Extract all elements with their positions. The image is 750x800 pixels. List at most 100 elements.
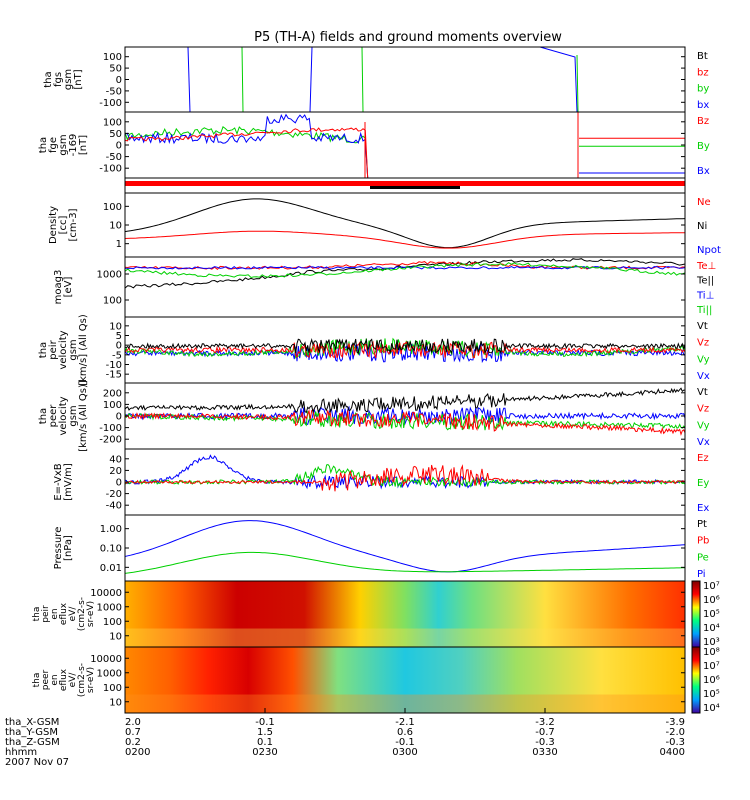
peer_velocity-vz-line — [124, 409, 686, 436]
peer_velocity-legend-vy: Vy — [697, 420, 710, 431]
peir_velocity-vz-line — [124, 340, 686, 359]
axis-row-value: -2.0 — [665, 727, 685, 738]
pressure-legend-pi: Pi — [697, 569, 706, 580]
temperature-legend-te: Te⊥ — [696, 261, 716, 272]
density-ylabel-line: Density — [48, 206, 59, 244]
axis-row-value: 0.6 — [397, 727, 413, 738]
pressure-ytick-label: 0.10 — [100, 544, 122, 555]
peir_velocity-ytick-label: -15 — [106, 370, 122, 381]
peer_velocity-ytick-label: 200 — [103, 388, 122, 399]
temperature-ytick-label: 100 — [103, 296, 122, 307]
peer_spectrogram-ylabel-line: eV/ — [68, 672, 78, 688]
peir_spectrogram-ylabel-line: eflux — [59, 602, 69, 625]
fge-legend-bz: Bz — [697, 116, 709, 127]
panel-pressure: 1.00 0.10 0.01 Pressure [nPa] Pt Pb Pe Pi — [53, 514, 709, 582]
peer_spectrogram-colorbar-label: 10⁸ — [703, 647, 720, 658]
peir_spectrogram-ylabel-line: sr-eV) — [86, 601, 96, 627]
temperature-legend-te: Te|| — [696, 276, 714, 287]
peir_spectrogram-low-energy-band — [125, 628, 685, 647]
fgs-frame — [124, 46, 686, 113]
panel-peir_spectrogram: 10⁷ 10⁶ 10⁵ 10⁴ 10³ 10000 1000 100 10 tha peir en ef… — [32, 580, 720, 648]
density-legend-ne: Ne — [697, 197, 711, 208]
mode-status-frame — [124, 177, 686, 194]
fge-ylabel-line: -169 — [68, 134, 79, 157]
peir_velocity-ylabel-line: peir — [48, 339, 59, 359]
peer_velocity-ylabel-line: gsm — [68, 405, 79, 426]
peer_velocity-frame — [124, 382, 686, 450]
fgs-bx-line-2 — [309, 46, 313, 113]
fge-ytick-label: 50 — [109, 129, 122, 140]
temperature-tepar-line — [124, 258, 686, 289]
density-ylabel: Density [cc] [cm-3] — [48, 206, 79, 244]
density-ni-line — [124, 198, 686, 249]
fgs-ylabel-line: tha — [43, 71, 54, 87]
efield-ytick-label: -40 — [106, 501, 122, 512]
peir_velocity-ylabel-line: gsm — [68, 339, 79, 360]
peir_spectrogram-colorbar-label: 10⁶ — [703, 595, 720, 606]
fge-ylabel-line: [nT] — [78, 135, 89, 155]
fgs-by-line-3 — [576, 54, 579, 113]
peir_spectrogram-colorbar-label: 10⁵ — [703, 609, 720, 620]
temperature-ylabel: moag3 [eV] — [53, 270, 74, 305]
fgs-ytick-label: -50 — [106, 86, 122, 97]
fgs-bx-line-3 — [539, 46, 578, 113]
panel-temperature: 1000 100 moag3 [eV] Te⊥ Te|| Ti⊥ Ti|| — [53, 256, 716, 318]
efield-ylabel-line: [mV/m] — [63, 463, 74, 501]
peir_spectrogram-ylabel: tha peir en eflux eV/(cm2-s-sr-eV) — [32, 597, 96, 631]
density-ytick-label: 1 — [116, 239, 122, 250]
efield-legend-ez: Ez — [697, 453, 709, 464]
axis-row-value: 0300 — [392, 747, 417, 758]
efield-ylabel-line: E=-VxB — [53, 463, 64, 500]
axis-row-value: -0.3 — [535, 737, 555, 748]
fgs-by-line-2 — [361, 46, 364, 113]
temperature-ytick-label: 1000 — [97, 270, 122, 281]
fgs-legend-bz: bz — [697, 67, 709, 78]
chart-title: P5 (TH-A) fields and ground moments over… — [254, 30, 562, 45]
peir_velocity-vy-line — [124, 337, 686, 359]
fgs-by-line — [241, 46, 244, 113]
axis-row-label: hhmm — [5, 747, 37, 758]
peer_velocity-ytick-label: -200 — [99, 435, 122, 446]
peir_velocity-ylabel-line: velocity — [58, 330, 69, 369]
fgs-legend-bx: bx — [697, 100, 709, 111]
fgs-ylabel-line: [nT] — [73, 69, 84, 89]
density-legend-npot: Npot — [697, 245, 721, 256]
axis-row-value: 0.7 — [125, 727, 141, 738]
density-ytick-label: 100 — [103, 202, 122, 213]
fge-ylabel-line: tha — [38, 137, 49, 153]
peir_spectrogram-ylabel-line: eV/ — [68, 606, 78, 622]
fgs-ytick-label: 0 — [116, 75, 122, 86]
peer_spectrogram-ytick-label: 100 — [103, 683, 122, 694]
axis-row-value: -0.3 — [665, 737, 685, 748]
peer_spectrogram-ytick-label: 1000 — [97, 668, 122, 679]
peer_velocity-ytick-label: 100 — [103, 400, 122, 411]
pressure-ytick-label: 0.01 — [100, 563, 122, 574]
fge-frame — [124, 111, 686, 179]
density-ylabel-line: [cc] — [58, 216, 69, 235]
efield-ez-line — [124, 464, 686, 492]
peer_spectrogram-ylabel-line: (cm2-s- — [77, 663, 87, 697]
axis-row-value: 0.2 — [125, 737, 141, 748]
axis-row-value: 0.1 — [257, 737, 273, 748]
mode-status-bar-burst — [370, 186, 460, 189]
temperature-ylabel-line: [eV] — [63, 277, 74, 298]
peir_velocity-ytick-label: -10 — [106, 360, 122, 371]
fgs-legend-bt: Bt — [697, 51, 708, 62]
fge-ytick-label: 0 — [116, 141, 122, 152]
peer_spectrogram-colorbar-label: 10⁶ — [703, 675, 720, 686]
peer_spectrogram-colorbar-label: 10⁴ — [703, 703, 720, 714]
axis-row-value: 0230 — [252, 747, 277, 758]
efield-legend-ex: Ex — [697, 503, 709, 514]
peir_spectrogram-ylabel-line: en — [50, 608, 60, 619]
peir_velocity-ytick-label: 10 — [109, 321, 122, 332]
pressure-ylabel-line: [nPa] — [63, 535, 74, 561]
density-frame — [124, 192, 686, 258]
axis-row-value: 0200 — [125, 747, 150, 758]
axis-row-label: tha_Z-GSM — [5, 737, 60, 748]
peer_velocity-legend-vz: Vz — [697, 404, 709, 415]
fgs-ylabel-line: gsm — [63, 69, 74, 90]
peir_spectrogram-colorbar-label: 10⁴ — [703, 623, 720, 634]
